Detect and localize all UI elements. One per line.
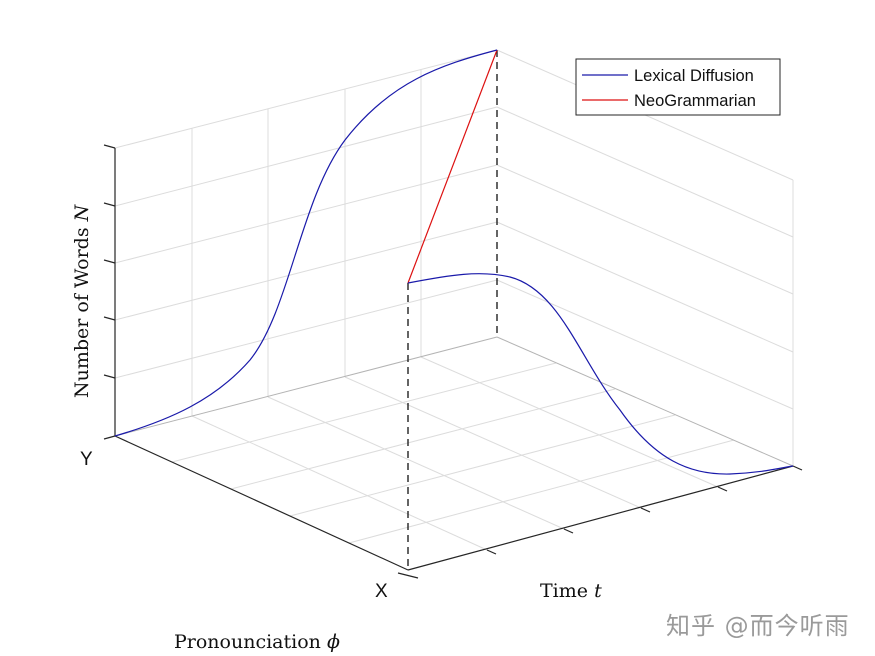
legend: Lexical Diffusion NeoGrammarian: [575, 58, 781, 116]
legend-label-neogrammarian: NeoGrammarian: [634, 92, 756, 110]
time-axis-label: Time t: [540, 580, 602, 602]
axes: [103, 144, 803, 579]
legend-label-lexical: Lexical Diffusion: [634, 67, 754, 85]
z-axis-label: Number of Words N: [71, 203, 93, 398]
grid-lines: [114, 49, 794, 551]
series-lexical-diffusion-xt: [407, 273, 794, 475]
corner-label-y: Y: [80, 449, 93, 470]
floor-edges: [114, 336, 794, 467]
y-axis: [114, 435, 409, 571]
pronunciation-axis-label: Pronounciation ϕ: [174, 631, 340, 653]
corner-label-x: X: [375, 581, 388, 602]
series-lexical-diffusion-yz: [114, 49, 498, 437]
series-neogrammarian: [407, 49, 498, 284]
time-axis: [407, 465, 794, 571]
watermark: 知乎 @而今听雨: [666, 612, 850, 640]
